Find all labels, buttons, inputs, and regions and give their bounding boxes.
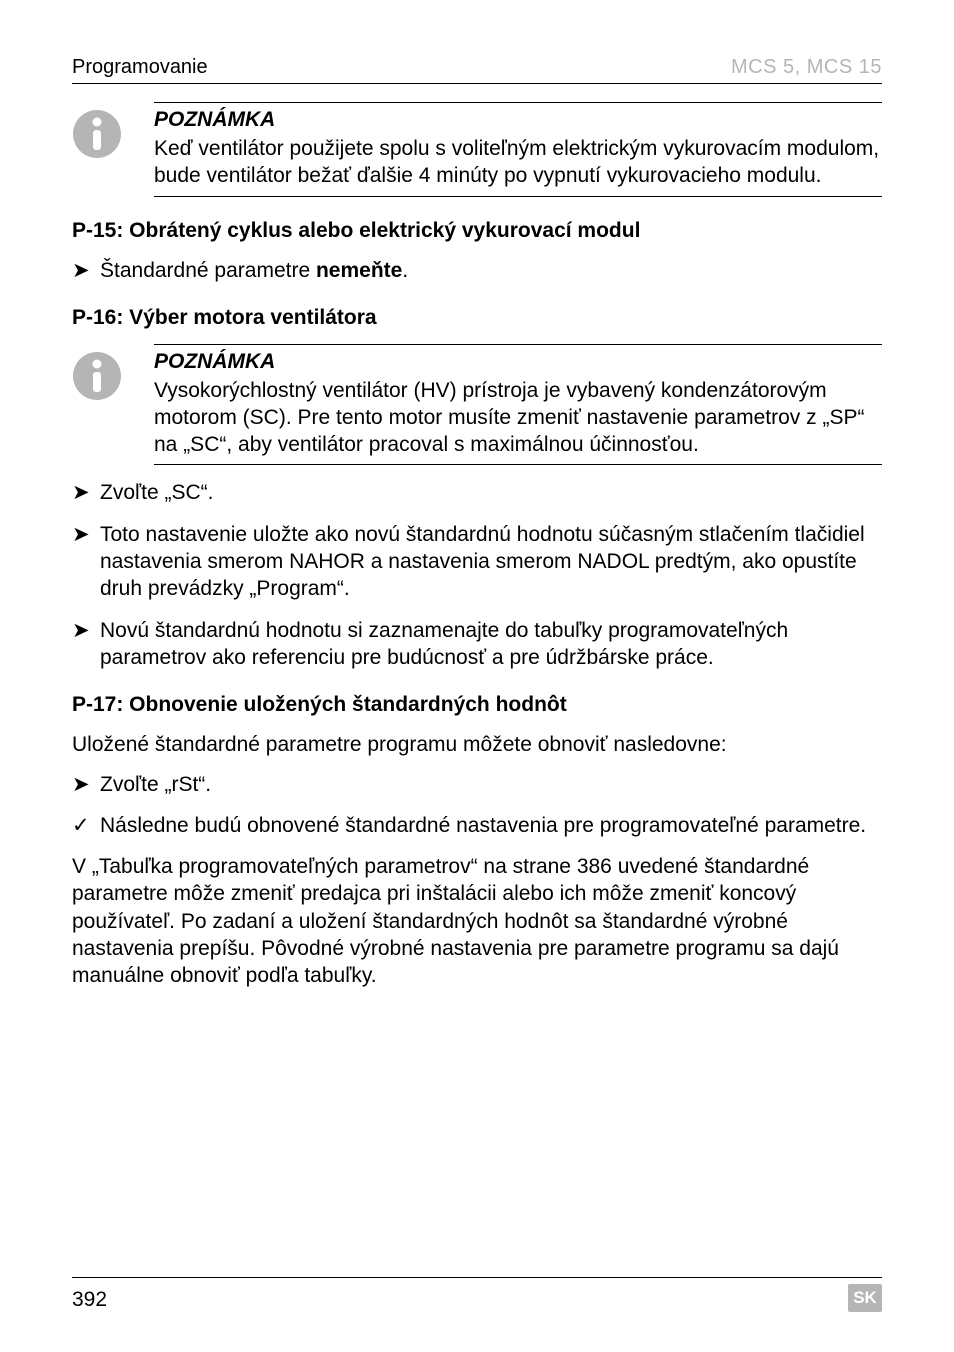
note-block-2: POZNÁMKA Vysokorýchlostný ventilátor (HV… xyxy=(72,344,882,466)
note-row: POZNÁMKA Vysokorýchlostný ventilátor (HV… xyxy=(72,349,882,459)
note-text: POZNÁMKA Keď ventilátor použijete spolu … xyxy=(134,107,882,190)
bullet-save: ➤ Toto nastavenie uložte ako novú štanda… xyxy=(72,521,882,603)
bullet-record: ➤ Novú štandardnú hodnotu si zaznamenajt… xyxy=(72,617,882,672)
arrow-icon: ➤ xyxy=(72,617,100,672)
arrow-icon: ➤ xyxy=(72,257,100,284)
bullet-text: Novú štandardnú hodnotu si zaznamenajte … xyxy=(100,617,882,672)
note-bottom-rule xyxy=(154,196,882,197)
header-right: MCS 5, MCS 15 xyxy=(731,56,882,79)
note-text: POZNÁMKA Vysokorýchlostný ventilátor (HV… xyxy=(134,349,882,459)
page-number: 392 xyxy=(72,1288,107,1312)
final-para: V „Tabuľka programovateľných parametrov“… xyxy=(72,853,882,989)
heading-p15: P-15: Obrátený cyklus alebo elektrický v… xyxy=(72,219,882,243)
heading-p16: P-16: Výber motora ventilátora xyxy=(72,306,882,330)
language-badge: SK xyxy=(848,1284,882,1312)
bullet-rst: ➤ Zvoľte „rSt“. xyxy=(72,771,882,798)
note-row: POZNÁMKA Keď ventilátor použijete spolu … xyxy=(72,107,882,190)
text-prefix: Štandardné parametre xyxy=(100,259,316,282)
check-result: ✓ Následne budú obnovené štandardné nast… xyxy=(72,812,882,839)
page: Programovanie MCS 5, MCS 15 POZNÁMKA Keď… xyxy=(0,0,954,1352)
bullet-text: Štandardné parametre nemeňte. xyxy=(100,257,882,284)
arrow-icon: ➤ xyxy=(72,479,100,506)
text-suffix: . xyxy=(402,259,408,282)
header-left: Programovanie xyxy=(72,56,208,79)
note-top-rule xyxy=(154,102,882,103)
arrow-icon: ➤ xyxy=(72,771,100,798)
note-top-rule xyxy=(154,344,882,345)
note-block-1: POZNÁMKA Keď ventilátor použijete spolu … xyxy=(72,102,882,197)
note-body: Keď ventilátor použijete spolu s voliteľ… xyxy=(154,137,879,187)
page-header: Programovanie MCS 5, MCS 15 xyxy=(72,56,882,84)
info-icon xyxy=(72,349,134,401)
bullet-text: Toto nastavenie uložte ako novú štandard… xyxy=(100,521,882,603)
note-title: POZNÁMKA xyxy=(154,349,882,376)
text-bold: nemeňte xyxy=(316,259,402,282)
bullet-p15: ➤ Štandardné parametre nemeňte. xyxy=(72,257,882,284)
note-bottom-rule xyxy=(154,464,882,465)
heading-p17: P-17: Obnovenie uložených štandardných h… xyxy=(72,693,882,717)
arrow-icon: ➤ xyxy=(72,521,100,603)
note-title: POZNÁMKA xyxy=(154,107,882,134)
note-body: Vysokorýchlostný ventilátor (HV) prístro… xyxy=(154,379,864,456)
check-icon: ✓ xyxy=(72,812,100,839)
page-footer: 392 SK xyxy=(72,1277,882,1312)
bullet-sc: ➤ Zvoľte „SC“. xyxy=(72,479,882,506)
intro-p17: Uložené štandardné parametre programu mô… xyxy=(72,731,882,758)
info-icon xyxy=(72,107,134,159)
bullet-text: Zvoľte „SC“. xyxy=(100,479,882,506)
bullet-text: Zvoľte „rSt“. xyxy=(100,771,882,798)
check-text: Následne budú obnovené štandardné nastav… xyxy=(100,812,882,839)
